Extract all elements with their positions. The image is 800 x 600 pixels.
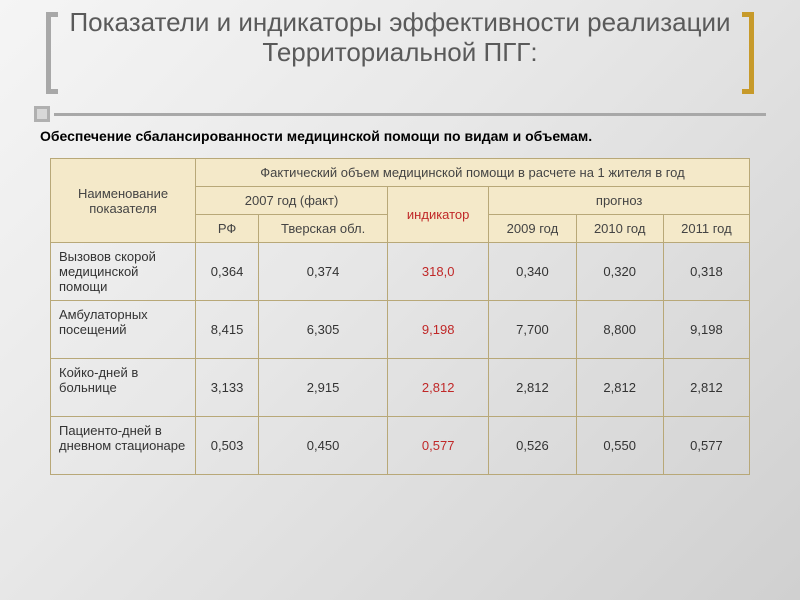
cell-rf: 0,364 xyxy=(196,243,259,301)
bracket-left-icon xyxy=(46,12,58,94)
col-2009-header: 2009 год xyxy=(489,215,576,243)
col-forecast-header: прогноз xyxy=(489,187,750,215)
cell-2011: 2,812 xyxy=(663,359,749,417)
cell-indicator: 318,0 xyxy=(388,243,489,301)
cell-name: Вызовов скорой медицинской помощи xyxy=(51,243,196,301)
table-row: Вызовов скорой медицинской помощи 0,364 … xyxy=(51,243,750,301)
cell-indicator: 9,198 xyxy=(388,301,489,359)
col-rf-header: РФ xyxy=(196,215,259,243)
cell-2011: 0,577 xyxy=(663,417,749,475)
cell-2009: 7,700 xyxy=(489,301,576,359)
col-2010-header: 2010 год xyxy=(576,215,663,243)
cell-tver: 6,305 xyxy=(259,301,388,359)
cell-name: Койко-дней в больнице xyxy=(51,359,196,417)
table-row: Пациенто-дней в дневном стационаре 0,503… xyxy=(51,417,750,475)
cell-tver: 0,374 xyxy=(259,243,388,301)
table-row: Амбулаторных посещений 8,415 6,305 9,198… xyxy=(51,301,750,359)
cell-2011: 0,318 xyxy=(663,243,749,301)
data-table-wrap: Наименование показателя Фактический объе… xyxy=(50,158,750,475)
cell-name: Пациенто-дней в дневном стационаре xyxy=(51,417,196,475)
col-fact-group-header: Фактический объем медицинской помощи в р… xyxy=(196,159,750,187)
col-tver-header: Тверская обл. xyxy=(259,215,388,243)
cell-2010: 8,800 xyxy=(576,301,663,359)
data-table: Наименование показателя Фактический объе… xyxy=(50,158,750,475)
cell-2009: 0,526 xyxy=(489,417,576,475)
col-indicator-header: индикатор xyxy=(388,187,489,243)
decor-line xyxy=(54,113,766,116)
cell-rf: 0,503 xyxy=(196,417,259,475)
cell-2009: 2,812 xyxy=(489,359,576,417)
cell-rf: 3,133 xyxy=(196,359,259,417)
decor-square-icon xyxy=(34,106,50,122)
bracket-right-icon xyxy=(742,12,754,94)
page-title: Показатели и индикаторы эффективности ре… xyxy=(60,8,740,68)
col-2011-header: 2011 год xyxy=(663,215,749,243)
cell-2010: 0,550 xyxy=(576,417,663,475)
cell-tver: 0,450 xyxy=(259,417,388,475)
table-row: Койко-дней в больнице 3,133 2,915 2,812 … xyxy=(51,359,750,417)
page-subtitle: Обеспечение сбалансированности медицинск… xyxy=(40,128,760,144)
cell-2011: 9,198 xyxy=(663,301,749,359)
cell-2010: 0,320 xyxy=(576,243,663,301)
cell-rf: 8,415 xyxy=(196,301,259,359)
cell-tver: 2,915 xyxy=(259,359,388,417)
col-name-header: Наименование показателя xyxy=(51,159,196,243)
cell-2010: 2,812 xyxy=(576,359,663,417)
col-2007-header: 2007 год (факт) xyxy=(196,187,388,215)
cell-indicator: 0,577 xyxy=(388,417,489,475)
cell-2009: 0,340 xyxy=(489,243,576,301)
cell-indicator: 2,812 xyxy=(388,359,489,417)
cell-name: Амбулаторных посещений xyxy=(51,301,196,359)
